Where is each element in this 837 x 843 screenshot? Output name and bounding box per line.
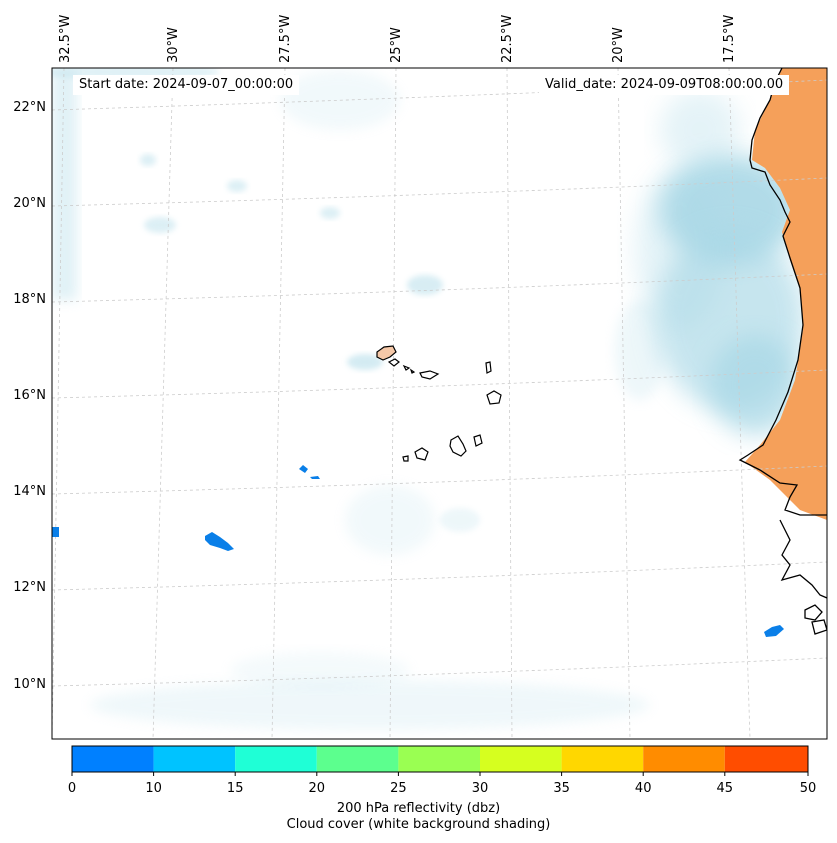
colorbar-tick-25: 25 <box>390 781 407 796</box>
land-reflectivity-shading <box>745 68 827 520</box>
lat-label-12n: 12°N <box>13 580 46 595</box>
colorbar-segment-6 <box>561 746 644 772</box>
colorbar-tick-40: 40 <box>635 781 652 796</box>
lat-label-10n: 10°N <box>13 677 46 692</box>
lon-label-25w: 25°W <box>389 27 404 63</box>
colorbar-tick-15: 15 <box>227 781 244 796</box>
start-date-label: Start date: 2024-09-07_00:00:00 <box>73 75 300 95</box>
colorbar-label: 200 hPa reflectivity (dbz) <box>336 801 501 816</box>
lat-label-22n: 22°N <box>13 100 46 115</box>
cape-verde-islands <box>376 345 502 462</box>
colorbar-segment-8 <box>724 746 808 772</box>
latitude-labels: 22°N 20°N 18°N 16°N 14°N 12°N 10°N <box>13 100 46 692</box>
colorbar-tick-35: 35 <box>553 781 570 796</box>
map-plot-area <box>52 68 827 739</box>
colorbar-segment-7 <box>643 746 725 772</box>
colorbar-tick-30: 30 <box>472 781 489 796</box>
colorbar-tick-50: 50 <box>800 781 817 796</box>
colorbar-tick-0: 0 <box>68 781 76 796</box>
colorbar-segment-2 <box>235 746 317 772</box>
colorbar-segment-3 <box>316 746 399 772</box>
lat-label-16n: 16°N <box>13 388 46 403</box>
colorbar-segment-1 <box>153 746 236 772</box>
colorbar-segment-5 <box>480 746 562 772</box>
colorbar-frame <box>71 745 809 773</box>
colorbar-segment-4 <box>398 746 480 772</box>
colorbar-tick-10: 10 <box>145 781 162 796</box>
reflectivity-patches <box>52 465 784 637</box>
colorbar-sublabel: Cloud cover (white background shading) <box>286 817 551 832</box>
lon-label-22-5w: 22.5°W <box>500 15 515 63</box>
lat-label-18n: 18°N <box>13 292 46 307</box>
colorbar-segment-0 <box>72 746 154 772</box>
valid-date-label: Valid_date: 2024-09-09T08:00:00.00 <box>539 75 790 95</box>
cloud-cover-shading <box>52 68 805 730</box>
lon-label-27-5w: 27.5°W <box>278 15 293 63</box>
colorbar-tick-20: 20 <box>309 781 326 796</box>
coastline <box>738 68 827 635</box>
lat-label-20n: 20°N <box>13 196 46 211</box>
colorbar-tick-45: 45 <box>717 781 734 796</box>
lon-label-32-5w: 32.5°W <box>58 15 73 63</box>
lon-label-30w: 30°W <box>166 27 181 63</box>
lon-label-17-5w: 17.5°W <box>722 15 737 63</box>
colorbar-ticks <box>71 772 809 776</box>
map-frame <box>51 67 828 740</box>
colorbar: 0 10 15 20 25 30 35 40 45 50 <box>68 745 817 796</box>
lon-label-20w: 20°W <box>611 27 626 63</box>
longitude-labels: 32.5°W 30°W 27.5°W 25°W 22.5°W 20°W 17.5… <box>58 15 737 63</box>
graticule <box>52 68 827 739</box>
lat-label-14n: 14°N <box>13 484 46 499</box>
